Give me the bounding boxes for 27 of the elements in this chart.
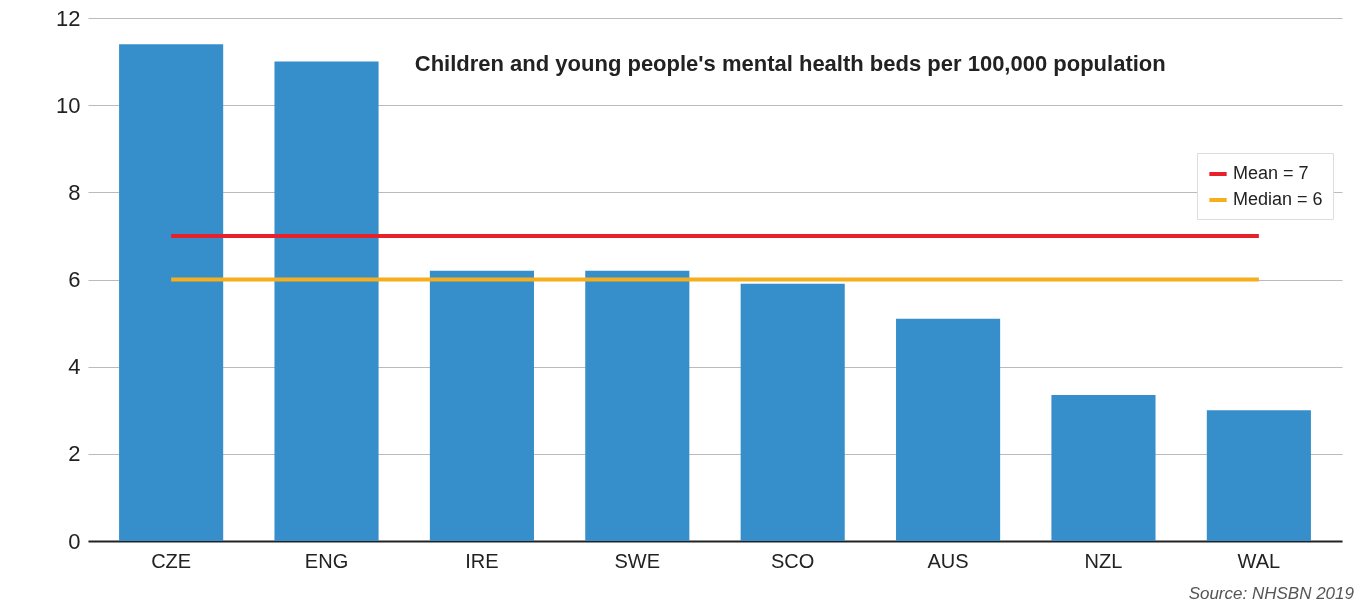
bar bbox=[1206, 410, 1311, 541]
y-tick-label: 12 bbox=[56, 5, 81, 31]
bar bbox=[585, 270, 690, 541]
y-tick-label: 2 bbox=[68, 441, 81, 467]
bar bbox=[1051, 395, 1156, 541]
text: Children and young people's mental health beds per 100,000 population bbox=[414, 51, 1166, 76]
legend-label: Median = 6 bbox=[1233, 189, 1323, 209]
y-tick-label: 10 bbox=[56, 92, 81, 118]
bar bbox=[740, 283, 845, 541]
bar bbox=[429, 270, 534, 541]
x-tick-label: SWE bbox=[614, 549, 661, 572]
bar bbox=[896, 318, 1001, 541]
x-tick-label: SCO bbox=[771, 549, 815, 572]
source-note: Source: NHSBN 2019 bbox=[1188, 584, 1355, 603]
y-tick-label: 0 bbox=[68, 528, 81, 554]
bar bbox=[274, 61, 379, 541]
x-tick-label: AUS bbox=[927, 549, 969, 572]
x-tick-label: NZL bbox=[1084, 549, 1123, 572]
legend-label: Mean = 7 bbox=[1233, 163, 1309, 183]
y-tick-label: 4 bbox=[68, 354, 81, 380]
y-tick-label: 6 bbox=[68, 267, 81, 292]
y-tick-label: 8 bbox=[68, 179, 81, 205]
x-tick-label: IRE bbox=[465, 549, 499, 572]
x-tick-label: WAL bbox=[1237, 549, 1281, 572]
x-tick-label: ENG bbox=[304, 549, 349, 572]
x-tick-label: CZE bbox=[151, 549, 192, 572]
bar bbox=[119, 44, 224, 541]
